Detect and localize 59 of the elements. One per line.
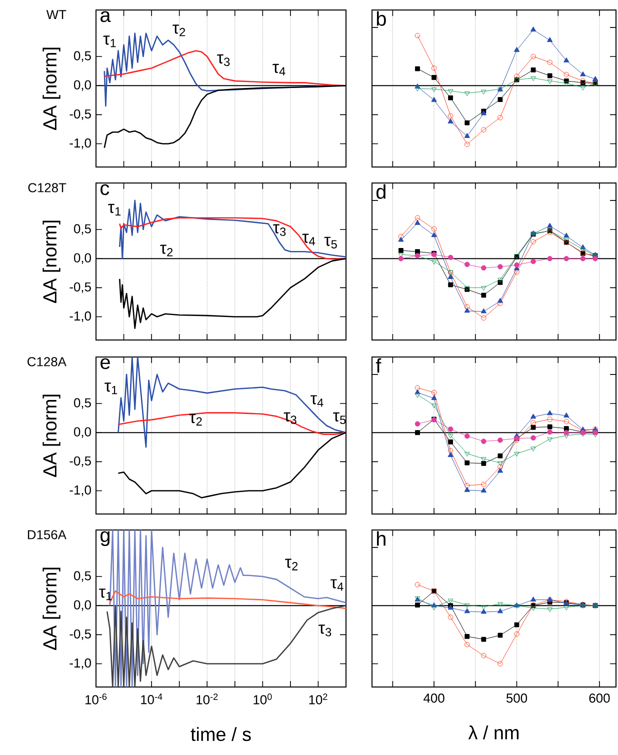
- y-tick-label: -0,5: [70, 629, 91, 640]
- x-tick-label: 10$^{0}$: [254, 694, 272, 704]
- annotation: e: [100, 358, 110, 370]
- y-tick-label: 0,5: [74, 571, 91, 582]
- y-tick-label: 0,5: [74, 398, 91, 409]
- y-tick-label: -0,5: [70, 456, 91, 468]
- chart-title: WT: [46, 10, 66, 20]
- y-tick-label: 0,0: [74, 80, 91, 91]
- x-tick-label: 10$^{-2}$: [196, 694, 218, 704]
- annotation: τ$_{4}$: [310, 395, 324, 407]
- y-axis-title: ΔA [norm]: [42, 568, 60, 650]
- y-tick-label: 0,5: [74, 224, 91, 235]
- y-tick-label: 0,0: [74, 427, 91, 438]
- y-tick-label: 0,5: [74, 51, 91, 62]
- annotation: τ$_{4}$: [330, 579, 344, 591]
- annotation: τ$_{3}$: [318, 624, 332, 636]
- annotation: τ$_{4}$: [302, 234, 316, 246]
- annotation: d: [376, 184, 386, 199]
- annotation: c: [100, 184, 110, 196]
- annotation: h: [377, 531, 386, 546]
- annotation: τ$_{1}$: [103, 36, 116, 48]
- x-axis-title: λ / nm: [468, 726, 519, 740]
- x-tick-label: 500: [506, 694, 528, 703]
- y-tick-label: -1,0: [70, 311, 91, 322]
- annotation: f: [376, 358, 382, 373]
- annotation: b: [376, 11, 386, 26]
- annotation: τ$_{1}$: [108, 204, 121, 216]
- chart-title: C128T: [28, 183, 66, 192]
- y-tick-label: 0,0: [74, 253, 91, 264]
- annotation: τ$_{4}$: [272, 64, 286, 76]
- y-tick-label: -1,0: [70, 138, 91, 150]
- x-tick-label: 10$^{2}$: [309, 694, 328, 704]
- y-tick-label: -0,5: [70, 282, 91, 294]
- y-tick-label: -1,0: [70, 658, 91, 670]
- annotation: τ$_{3}$: [217, 54, 230, 66]
- y-tick-label: -1,0: [70, 485, 91, 496]
- annotation: τ$_{5}$: [324, 236, 337, 248]
- annotation: τ$_{1}$: [104, 382, 118, 394]
- annotation: g: [100, 531, 110, 546]
- y-axis-title: ΔA [norm]: [42, 220, 60, 304]
- y-axis-title: ΔA [norm]: [42, 48, 60, 130]
- x-axis-title: time / s: [190, 727, 251, 742]
- annotation: τ$_{2}$: [160, 244, 173, 256]
- y-tick-label: 0,0: [74, 600, 91, 611]
- annotation: τ$_{2}$: [189, 414, 202, 426]
- chart-title: C128A: [28, 357, 66, 366]
- chart-title: D156A: [28, 530, 66, 540]
- y-tick-label: -0,5: [70, 109, 91, 120]
- annotation: τ$_{2}$: [285, 558, 298, 570]
- x-tick-label: 600: [589, 694, 610, 703]
- annotation: τ$_{5}$: [333, 412, 346, 424]
- annotation: τ$_{2}$: [172, 24, 186, 36]
- x-tick-label: 10$^{-6}$: [86, 694, 107, 704]
- x-tick-label: 10$^{-4}$: [141, 694, 162, 704]
- annotation: τ$_{3}$: [273, 224, 286, 236]
- annotation: a: [100, 11, 111, 22]
- annotation: τ$_{3}$: [284, 412, 296, 424]
- x-tick-label: 400: [424, 694, 444, 703]
- y-axis-title: ΔA [norm]: [42, 394, 60, 478]
